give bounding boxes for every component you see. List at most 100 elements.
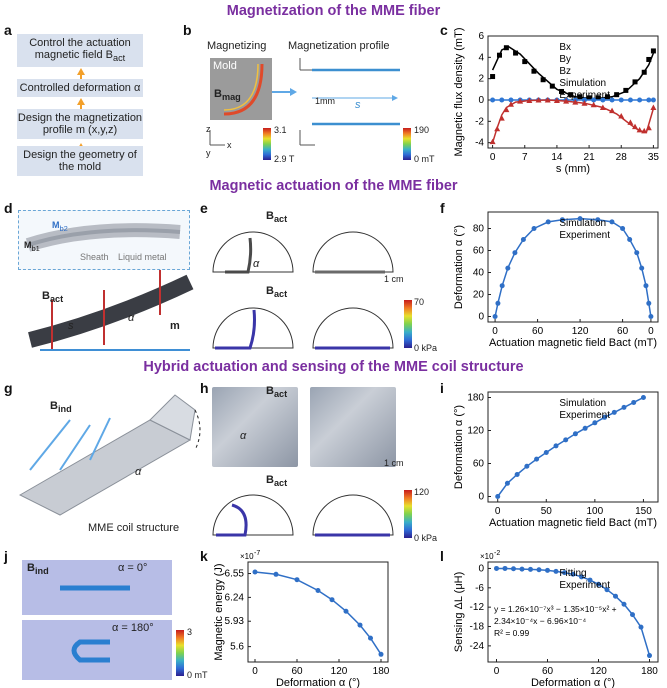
- chart-c-point: [600, 97, 606, 103]
- chart-c-point: [609, 97, 615, 103]
- chart-l-point: [579, 574, 584, 580]
- chart-f-xtick-label: 120: [572, 326, 589, 337]
- chart-c-ytick-label: 4: [478, 52, 484, 63]
- h-photo-1: [212, 387, 298, 467]
- chart-k-point: [378, 651, 384, 657]
- cb-b2-max: 190: [414, 125, 430, 135]
- chart-c-point: [549, 83, 555, 89]
- colorbar-e: [404, 300, 412, 348]
- panel-letter-h: h: [200, 380, 209, 396]
- chart-k-ytick-label: 6.24: [225, 592, 245, 603]
- chart-c-point: [604, 94, 610, 100]
- d-label-s: s: [68, 320, 74, 332]
- chart-c-point: [646, 56, 652, 62]
- chart-l-ytick-label: 0: [478, 563, 484, 574]
- cb-e-min: 0 kPa: [414, 343, 438, 353]
- chart-c-point: [508, 97, 514, 103]
- chart-i-point: [582, 425, 588, 431]
- chart-l-point: [545, 567, 550, 573]
- chart-f-point: [512, 250, 518, 256]
- chart-f-point: [505, 265, 511, 271]
- chart-l-point: [613, 593, 618, 599]
- chart-f-point: [545, 219, 551, 225]
- chart-l-frame: [487, 561, 659, 663]
- chart-c-legend-1: By: [559, 54, 571, 65]
- chart-l-equation-1: 2.34×10⁻⁴x − 6.96×10⁻⁴: [494, 616, 586, 626]
- h-scale: 1 cm: [384, 458, 404, 468]
- chart-f-xtick-label: 60: [532, 326, 544, 337]
- chart-c-point: [507, 101, 514, 107]
- chart-l-xlabel: Deformation α (°): [531, 677, 615, 688]
- chart-c-point: [609, 107, 616, 114]
- mold-label: Mold: [213, 60, 237, 72]
- chart-k-ytick-label: 5.6: [230, 642, 244, 653]
- section-title-magnetization: Magnetization of the MME fiber: [226, 3, 441, 19]
- chart-c-xlabel: s (mm): [556, 163, 590, 175]
- chart-i-xtick-label: 0: [495, 506, 501, 517]
- chart-f-point: [595, 217, 601, 223]
- chart-c-legend-3: Simulation: [559, 78, 606, 89]
- chart-f-point: [627, 237, 633, 242]
- chart-f-ytick-label: 40: [473, 268, 485, 279]
- chart-k-ylabel: Magnetic energy (J): [213, 563, 225, 660]
- chart-c-point: [499, 97, 505, 103]
- chart-k-point: [357, 622, 363, 628]
- chart-i-legend-0: Simulation: [559, 398, 606, 409]
- d-label-m: m: [170, 320, 180, 332]
- chart-c-point: [503, 45, 509, 51]
- chart-c-point: [517, 98, 524, 104]
- chart-c-point: [490, 97, 496, 103]
- cb-h-min: 0 kPa: [414, 533, 438, 543]
- cb-j-max: 3: [187, 627, 193, 637]
- g-bind: Bind: [50, 400, 72, 415]
- chart-l-multiplier-exp: -2: [494, 550, 500, 557]
- chart-c-xtick-label: 21: [584, 152, 596, 163]
- chart-f-point: [609, 219, 615, 225]
- chart-i-xtick-label: 50: [541, 506, 553, 517]
- chart-c-point: [494, 125, 501, 132]
- d-label-bact: Bact: [42, 290, 64, 305]
- chart-l-xtick-label: 0: [494, 666, 500, 677]
- axis-y: y: [206, 148, 211, 158]
- chart-c-point: [490, 74, 496, 80]
- panel-letter-j: j: [4, 548, 8, 564]
- panel-letter-k: k: [200, 548, 208, 564]
- colorbar-b1: [263, 128, 271, 160]
- chart-c-point: [618, 97, 624, 103]
- j-alpha0: α = 0°: [118, 562, 148, 574]
- chart-c-legend-0: Bx: [559, 42, 571, 53]
- chart-i-point: [640, 395, 646, 400]
- chart-c-point: [498, 115, 505, 121]
- colorbar-j: [176, 630, 184, 676]
- chart-i-point: [611, 409, 617, 415]
- chart-c-xtick-label: 28: [616, 152, 628, 163]
- chart-c-point: [591, 97, 597, 103]
- chart-l-point: [502, 565, 508, 571]
- scale-1mm: 1mm: [315, 96, 335, 106]
- magnetizing-title: Magnetizing: [207, 40, 267, 52]
- h-alpha: α: [240, 430, 247, 442]
- chart-c-point: [623, 87, 629, 93]
- chart-c-point: [586, 95, 592, 101]
- chart-c-point: [627, 97, 633, 103]
- chart-c-xtick-label: 0: [490, 152, 496, 163]
- chart-l-point: [562, 570, 567, 576]
- chart-l-equation-2: R² = 0.99: [494, 628, 529, 638]
- magnetization-profile-title: Magnetization profile: [288, 40, 390, 52]
- chart-c-point: [650, 48, 656, 54]
- chart-f-point: [520, 237, 526, 242]
- e-bact-top: Bact: [266, 210, 288, 225]
- chart-f-ytick-label: 60: [473, 246, 485, 257]
- chart-c-ytick-label: -2: [475, 116, 484, 127]
- flow-arrow-up-icon: [77, 98, 85, 110]
- chart-c-point: [590, 101, 597, 108]
- j-alpha180: α = 180°: [112, 622, 154, 634]
- chart-f-point: [634, 250, 640, 256]
- chart-k-line-Energy: [254, 571, 382, 655]
- chart-l-ytick-label: -24: [470, 641, 485, 652]
- chart-l-point: [587, 577, 593, 583]
- h-bact-bottom: Bact: [266, 474, 288, 489]
- chart-k-xtick-label: 60: [291, 666, 303, 677]
